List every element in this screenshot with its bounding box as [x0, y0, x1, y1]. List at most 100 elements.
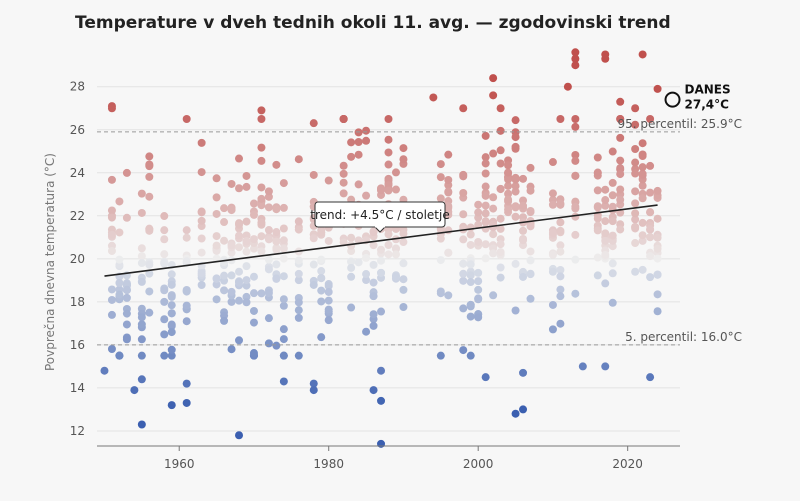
data-point — [571, 48, 580, 57]
data-point — [212, 193, 221, 202]
data-point — [459, 235, 468, 244]
data-point — [227, 271, 236, 280]
data-point — [399, 285, 408, 294]
data-point — [347, 303, 356, 312]
data-point — [399, 275, 408, 284]
data-point — [556, 218, 565, 227]
data-point — [279, 254, 288, 263]
data-point — [459, 269, 468, 278]
data-point — [646, 208, 655, 217]
data-point — [369, 386, 378, 395]
data-point — [257, 218, 266, 227]
data-point — [347, 152, 356, 161]
data-point — [571, 156, 580, 165]
data-point — [526, 206, 535, 215]
data-point — [279, 244, 288, 253]
data-point — [362, 191, 371, 200]
data-point — [279, 351, 288, 360]
data-point — [459, 172, 468, 181]
data-point — [466, 260, 475, 269]
data-point — [249, 306, 258, 315]
data-point — [122, 335, 131, 344]
data-point — [294, 313, 303, 322]
data-point — [504, 175, 513, 184]
data-point — [571, 289, 580, 298]
data-point — [526, 186, 535, 195]
data-point — [511, 212, 520, 221]
data-point — [220, 257, 229, 266]
data-point — [220, 271, 229, 280]
data-point — [653, 290, 662, 299]
data-point — [556, 266, 565, 275]
data-point — [279, 301, 288, 310]
data-point — [377, 366, 386, 375]
data-point — [145, 192, 154, 201]
data-point — [242, 237, 251, 246]
data-point — [107, 246, 116, 255]
data-point — [496, 273, 505, 282]
data-point — [563, 82, 572, 91]
data-point — [249, 199, 258, 208]
data-point — [481, 153, 490, 162]
data-point — [272, 228, 281, 237]
data-point — [122, 320, 131, 329]
data-point — [496, 263, 505, 272]
data-point — [369, 310, 378, 319]
data-point — [601, 229, 610, 238]
data-point — [608, 298, 617, 307]
data-point — [347, 272, 356, 281]
data-point — [481, 209, 490, 218]
data-point — [616, 195, 625, 204]
data-point — [436, 234, 445, 243]
y-tick-label: 26 — [70, 123, 85, 137]
data-point — [646, 161, 655, 170]
data-point — [249, 289, 258, 298]
data-point — [511, 116, 520, 125]
data-point — [593, 202, 602, 211]
data-point — [160, 330, 169, 339]
data-point — [160, 351, 169, 360]
data-point — [317, 255, 326, 264]
data-point — [264, 235, 273, 244]
data-point — [444, 202, 453, 211]
data-point — [279, 203, 288, 212]
data-point — [369, 228, 378, 237]
data-point — [227, 179, 236, 188]
data-point — [227, 241, 236, 250]
data-point — [249, 244, 258, 253]
y-tick-label: 14 — [70, 381, 85, 395]
data-point — [444, 226, 453, 235]
data-point — [519, 272, 528, 281]
data-point — [391, 244, 400, 253]
data-point — [466, 351, 475, 360]
data-point — [145, 287, 154, 296]
data-point — [212, 174, 221, 183]
data-point — [593, 253, 602, 262]
data-point — [556, 241, 565, 250]
data-point — [489, 230, 498, 239]
data-point — [107, 230, 116, 239]
data-point — [571, 171, 580, 180]
data-point — [593, 214, 602, 223]
data-point — [272, 205, 281, 214]
data-point — [481, 131, 490, 140]
data-point — [369, 292, 378, 301]
data-point — [145, 224, 154, 233]
data-point — [384, 230, 393, 239]
data-point — [496, 104, 505, 113]
data-point — [466, 271, 475, 280]
data-point — [257, 289, 266, 298]
data-point — [444, 248, 453, 257]
data-point — [249, 235, 258, 244]
data-point — [511, 175, 520, 184]
data-point — [197, 248, 206, 257]
today-label-line2: 27,4°C — [685, 98, 730, 112]
data-point — [197, 234, 206, 243]
data-point — [145, 161, 154, 170]
data-point — [653, 244, 662, 253]
data-point — [264, 255, 273, 264]
trend-line — [104, 204, 658, 277]
data-point — [122, 168, 131, 177]
data-point — [317, 297, 326, 306]
data-point — [384, 250, 393, 259]
